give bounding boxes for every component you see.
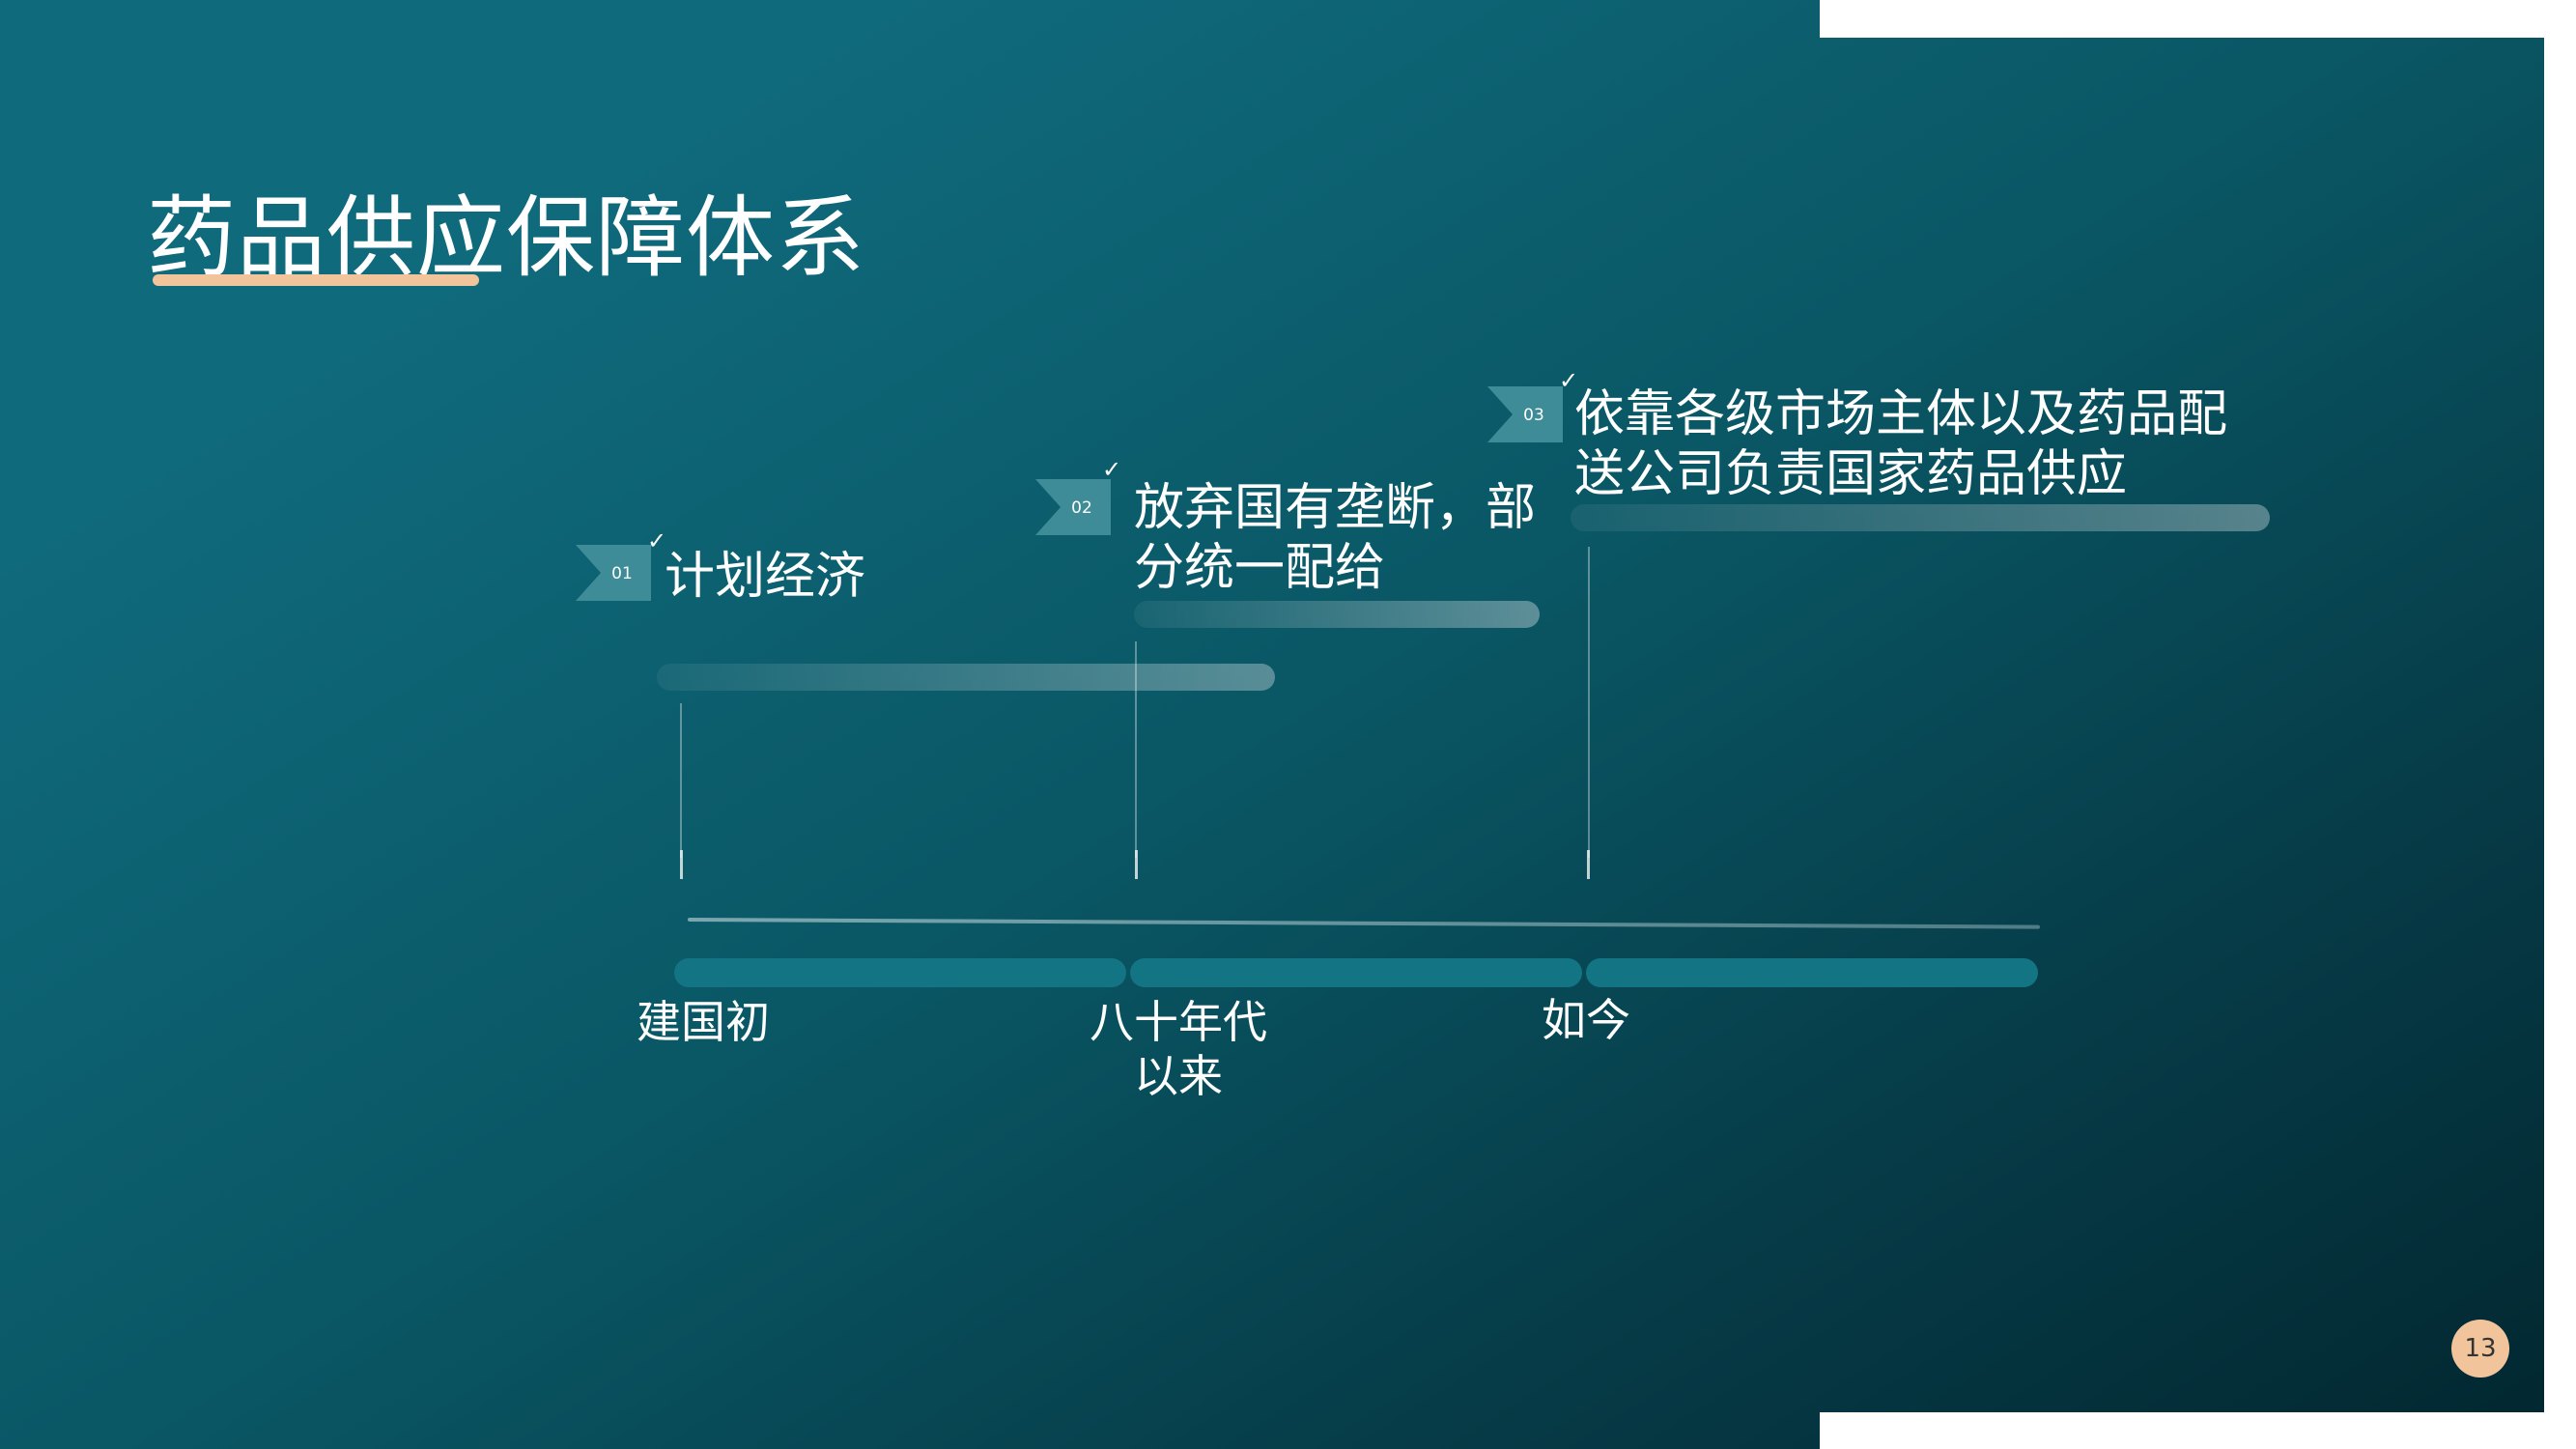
stage-connector-03 [1588, 547, 1590, 858]
stage-number: 01 [611, 564, 633, 583]
corner-panel-bottom [1820, 1412, 2576, 1449]
era-label-line: 以来 [1134, 1050, 1223, 1102]
timeline-tick-02 [1135, 850, 1138, 879]
timeline-tick-01 [680, 850, 683, 879]
stage-label-line: 计划经济 [665, 548, 866, 606]
chevron-badge-icon [576, 545, 651, 601]
timeline-axis-line [687, 918, 2040, 929]
stage-label-line: 放弃国有垄断，部 [1134, 479, 1537, 537]
timeline-tick-03 [1587, 850, 1590, 879]
chevron-badge-icon [1035, 479, 1111, 535]
page-number: 13 [2451, 1320, 2509, 1378]
era-label-02: 八十年代 以来 [1082, 995, 1275, 1103]
corner-panel-top [1820, 0, 2576, 38]
stage-badge-01: 01 [576, 545, 651, 601]
stage-label-01: 计划经济 [665, 547, 865, 607]
stage-bar-03 [1571, 504, 2270, 531]
stage-badge-03: 03 [1487, 386, 1563, 442]
checkmark-icon: ✓ [1102, 456, 1122, 483]
slide-title: 药品供应保障体系 [147, 186, 866, 290]
era-label-line: 八十年代 [1090, 996, 1267, 1048]
title-underline [153, 274, 479, 286]
era-label-01: 建国初 [607, 995, 800, 1049]
timeline-segment-02 [1130, 958, 1582, 987]
chevron-badge-icon [1487, 386, 1563, 442]
stage-number: 03 [1523, 406, 1544, 425]
stage-label-02: 放弃国有垄断，部 分统一配给 [1134, 478, 1536, 598]
stage-connector-01 [680, 703, 682, 858]
stage-label-line: 分统一配给 [1134, 539, 1386, 597]
checkmark-icon: ✓ [1559, 367, 1579, 394]
era-label-03: 如今 [1489, 993, 1683, 1047]
era-label-line: 如今 [1542, 994, 1630, 1046]
checkmark-icon: ✓ [647, 527, 667, 554]
stage-label-03: 依靠各级市场主体以及药品配 送公司负责国家药品供应 [1574, 384, 2227, 504]
stage-number: 02 [1071, 498, 1092, 518]
stage-bar-02 [1134, 601, 1540, 628]
stage-bar-01 [657, 664, 1275, 691]
timeline-segment-01 [674, 958, 1126, 987]
stage-connector-02 [1135, 641, 1137, 858]
stage-badge-02: 02 [1035, 479, 1111, 535]
era-label-line: 建国初 [637, 996, 770, 1048]
stage-label-line: 送公司负责国家药品供应 [1574, 445, 2128, 503]
timeline-segment-03 [1586, 958, 2038, 987]
stage-label-line: 依靠各级市场主体以及药品配 [1574, 385, 2228, 443]
